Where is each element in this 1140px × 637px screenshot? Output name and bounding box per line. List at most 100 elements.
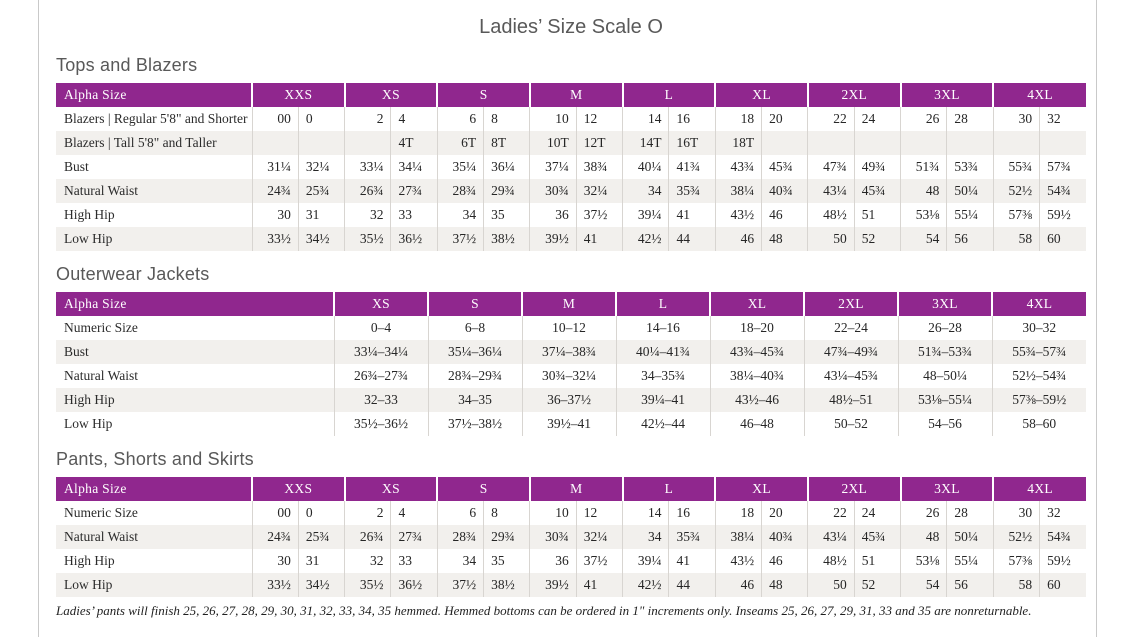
size-cell: 10 bbox=[529, 501, 577, 525]
size-cell bbox=[900, 131, 947, 155]
size-cell: 45¾ bbox=[761, 155, 808, 179]
size-group-header: M bbox=[528, 83, 623, 107]
size-cell: 58 bbox=[992, 573, 1040, 597]
pants-shorts-skirts-table: Alpha Size XXS XS S M L XL 2XL 3XL 4XL Numeric Siz… bbox=[56, 477, 1086, 597]
size-cell: 50–52 bbox=[803, 412, 898, 436]
size-cell: 28¾ bbox=[436, 525, 484, 549]
size-cell bbox=[297, 131, 345, 155]
size-cell: 34½ bbox=[297, 227, 345, 251]
size-cell: 56 bbox=[946, 227, 994, 251]
size-cell: 20 bbox=[761, 107, 808, 131]
size-cell: 4 bbox=[390, 107, 438, 131]
size-cell: 26–28 bbox=[897, 316, 992, 340]
size-cell: 32 bbox=[1039, 107, 1086, 131]
table-row: High Hip 30 31 32 33 34 35 36 37½ 39¼ 41 43½ 46 48½ 51… bbox=[56, 203, 1086, 227]
table-row: High Hip 32–33 34–35 36–37½ 39¼–41 43½–46 48½–… bbox=[56, 388, 1086, 412]
size-cell: 30 bbox=[251, 203, 299, 227]
size-cell: 33¼ bbox=[344, 155, 391, 179]
row-label: Blazers | Tall 5'8" and Taller bbox=[64, 135, 217, 150]
size-cell: 57⅜ bbox=[992, 549, 1040, 573]
size-cell: 45¾ bbox=[853, 525, 901, 549]
size-cell: 39¼ bbox=[622, 549, 669, 573]
size-cell: 20 bbox=[761, 501, 808, 525]
size-cell: 8 bbox=[483, 107, 530, 131]
alpha-size-header: Alpha Size bbox=[56, 292, 334, 316]
size-cell: 0–4 bbox=[333, 316, 428, 340]
size-group-header: 3XL bbox=[899, 477, 994, 501]
tops-and-blazers-table: Alpha Size XXS XS S M L XL 2XL 3XL 4XL Blazers | R… bbox=[56, 83, 1086, 251]
row-label: Low Hip bbox=[64, 231, 113, 246]
size-cell: 47¾–49¾ bbox=[803, 340, 898, 364]
size-cell: 30¾ bbox=[529, 179, 577, 203]
document-page: Ladies’ Size Scale O Tops and Blazers Al… bbox=[38, 0, 1097, 637]
section-title-outerwear-jackets: Outerwear Jackets bbox=[56, 264, 210, 284]
row-label: Natural Waist bbox=[64, 183, 139, 198]
size-cell: 41 bbox=[668, 549, 716, 573]
size-cell: 37½ bbox=[575, 549, 623, 573]
size-cell: 39½ bbox=[529, 573, 577, 597]
size-cell: 58–60 bbox=[991, 412, 1086, 436]
size-cell: 47¾ bbox=[807, 155, 855, 179]
size-cell: 8T bbox=[483, 131, 530, 155]
size-cell: 14 bbox=[622, 107, 669, 131]
size-cell: 45¾ bbox=[853, 179, 901, 203]
footnote: Ladies’ pants will finish 25, 26, 27, 28… bbox=[56, 603, 1032, 618]
size-cell: 43½–46 bbox=[709, 388, 804, 412]
size-cell: 46 bbox=[714, 573, 762, 597]
size-cell: 37¼ bbox=[529, 155, 577, 179]
section-title-tops-and-blazers: Tops and Blazers bbox=[56, 55, 198, 75]
size-cell: 32¼ bbox=[575, 179, 623, 203]
size-cell: 38¾ bbox=[575, 155, 623, 179]
size-cell: 48 bbox=[900, 525, 947, 549]
size-cell: 14–16 bbox=[615, 316, 710, 340]
size-cell: 49¾ bbox=[853, 155, 901, 179]
size-cell: 32¼ bbox=[575, 525, 623, 549]
size-cell: 48½–51 bbox=[803, 388, 898, 412]
size-cell: 55¼ bbox=[946, 203, 994, 227]
size-cell: 2 bbox=[344, 501, 391, 525]
size-cell bbox=[1039, 131, 1086, 155]
size-group-header: 3XL bbox=[897, 292, 992, 316]
size-cell: 39½–41 bbox=[521, 412, 616, 436]
size-cell: 57¾ bbox=[1039, 155, 1086, 179]
size-cell: 10T bbox=[529, 131, 577, 155]
size-cell: 50¼ bbox=[946, 179, 994, 203]
size-cell: 39½ bbox=[529, 227, 577, 251]
size-cell: 28 bbox=[946, 107, 994, 131]
size-group-header: XL bbox=[714, 477, 808, 501]
size-group-header: S bbox=[436, 83, 530, 107]
size-cell: 26¾ bbox=[344, 525, 391, 549]
size-cell: 29¾ bbox=[483, 525, 530, 549]
size-cell: 33 bbox=[390, 203, 438, 227]
size-cell: 30¾–32¼ bbox=[521, 364, 616, 388]
size-cell: 18 bbox=[714, 501, 762, 525]
size-cell: 44 bbox=[668, 227, 716, 251]
size-cell: 54–56 bbox=[897, 412, 992, 436]
size-cell: 33½ bbox=[251, 573, 299, 597]
table-row: Low Hip 35½–36½ 37½–38½ 39½–41 42½–44 46–48 50… bbox=[56, 412, 1086, 436]
row-label: Blazers | Regular 5'8" and Shorter bbox=[64, 111, 248, 126]
row-label: High Hip bbox=[64, 553, 115, 568]
size-cell: 12 bbox=[575, 501, 623, 525]
table-row: Natural Waist 24¾ 25¾ 26¾ 27¾ 28¾ 29¾ 30¾ 32¼ 34 3… bbox=[56, 179, 1086, 203]
size-cell bbox=[761, 131, 808, 155]
size-cell: 00 bbox=[251, 107, 299, 131]
size-cell: 41¾ bbox=[668, 155, 716, 179]
size-cell: 6 bbox=[436, 501, 484, 525]
row-label: Numeric Size bbox=[64, 320, 138, 335]
size-cell: 48 bbox=[900, 179, 947, 203]
size-cell: 41 bbox=[575, 227, 623, 251]
size-cell: 18–20 bbox=[709, 316, 804, 340]
table-row: Low Hip 33½ 34½ 35½ 36½ 37½ 38½ 39½ 41 42½ 44 46 48 5… bbox=[56, 227, 1086, 251]
size-cell: 29¾ bbox=[483, 179, 530, 203]
size-cell: 48½ bbox=[807, 549, 855, 573]
size-cell: 26¾ bbox=[344, 179, 391, 203]
size-cell: 34 bbox=[436, 203, 484, 227]
size-cell: 55¼ bbox=[946, 549, 994, 573]
size-cell: 24¾ bbox=[251, 179, 299, 203]
size-cell: 48–50¼ bbox=[897, 364, 992, 388]
size-cell: 40¾ bbox=[761, 179, 808, 203]
size-group-header: 4XL bbox=[991, 292, 1086, 316]
size-cell: 51¾ bbox=[900, 155, 947, 179]
size-cell: 6 bbox=[436, 107, 484, 131]
